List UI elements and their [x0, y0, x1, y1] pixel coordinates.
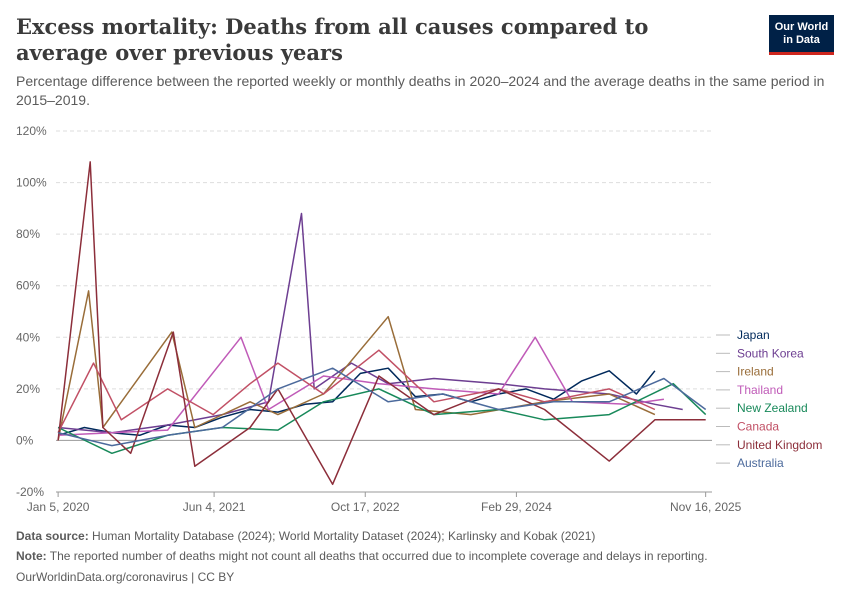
legend-label-canada[interactable]: Canada — [737, 420, 779, 434]
note-label: Note: — [16, 549, 47, 563]
x-tick-label: Jan 5, 2020 — [27, 500, 90, 514]
logo-line-2: in Data — [783, 33, 820, 46]
legend-label-japan[interactable]: Japan — [737, 328, 770, 342]
chart-title: Excess mortality: Deaths from all causes… — [16, 14, 649, 65]
legend-label-south-korea[interactable]: South Korea — [737, 346, 804, 360]
x-tick-label: Oct 17, 2022 — [331, 500, 400, 514]
y-tick-label: 100% — [16, 176, 47, 190]
source-label: Data source: — [16, 529, 89, 543]
legend: Japan South Korea Ireland Thailand New Zeala… — [716, 328, 822, 470]
y-tick-label: -20% — [16, 485, 44, 499]
legend-label-australia[interactable]: Australia — [737, 456, 784, 470]
y-tick-label: 0% — [16, 433, 34, 447]
x-axis: Jan 5, 2020 Jun 4, 2021 Oct 17, 2022 Feb 29… — [27, 491, 742, 514]
y-tick-label: 20% — [16, 382, 40, 396]
note-text: The reported number of deaths might not … — [49, 549, 708, 563]
series-line-australia[interactable] — [57, 367, 707, 447]
series-line-south-korea[interactable] — [58, 212, 683, 434]
y-tick-label: 120% — [16, 124, 47, 138]
x-tick-label: Feb 29, 2024 — [481, 500, 552, 514]
chart-subtitle: Percentage difference between the report… — [16, 73, 825, 108]
y-tick-label: 40% — [16, 330, 40, 344]
credit-line[interactable]: OurWorldinData.org/coronavirus | CC BY — [16, 570, 235, 584]
x-tick-label: Jun 4, 2021 — [183, 500, 246, 514]
legend-label-thailand[interactable]: Thailand — [737, 383, 783, 397]
source-text: Human Mortality Database (2024); World M… — [92, 529, 596, 543]
legend-label-ireland[interactable]: Ireland — [737, 365, 774, 379]
note-line: Note: The reported number of deaths migh… — [16, 549, 708, 563]
owid-logo[interactable]: Our World in Data — [769, 15, 834, 55]
x-tick-label: Nov 16, 2025 — [670, 500, 742, 514]
legend-label-new-zealand[interactable]: New Zealand — [737, 401, 808, 415]
y-tick-label: 80% — [16, 227, 40, 241]
logo-line-1: Our World — [774, 20, 829, 33]
series-line-united-kingdom[interactable] — [57, 161, 706, 486]
series-line-japan[interactable] — [57, 367, 656, 437]
legend-label-united-kingdom[interactable]: United Kingdom — [737, 438, 822, 452]
y-tick-label: 60% — [16, 279, 40, 293]
series-lines — [57, 161, 707, 486]
source-line: Data source: Human Mortality Database (2… — [16, 529, 595, 543]
series-line-canada[interactable] — [57, 349, 656, 434]
